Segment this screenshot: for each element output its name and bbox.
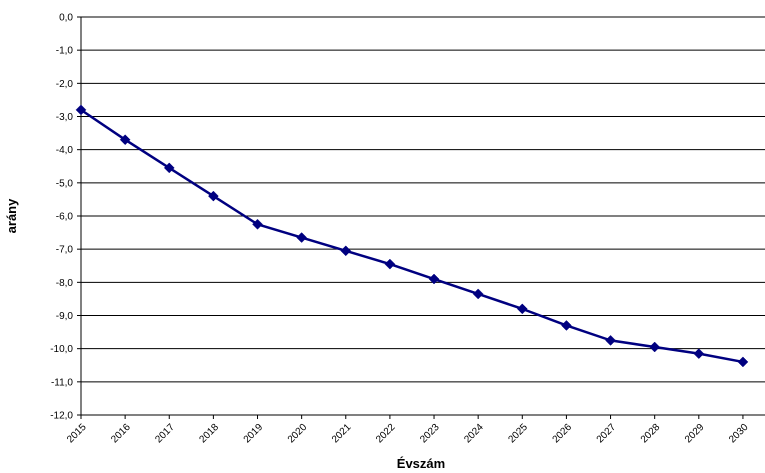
- y-tick-label: -10,0: [50, 344, 73, 355]
- data-point-marker: [252, 218, 263, 230]
- x-tick-label: 2029: [683, 422, 707, 446]
- x-tick-label: 2022: [374, 422, 398, 446]
- data-point-marker: [737, 356, 749, 368]
- y-tick-label: -6,0: [56, 212, 74, 223]
- data-point-marker: [561, 320, 572, 331]
- y-tick-label: -9,0: [56, 311, 74, 322]
- grid-lines: [81, 16, 765, 416]
- y-tick-label: -11,0: [51, 377, 73, 388]
- y-tick-label: 0,0: [59, 13, 73, 24]
- x-tick-label: 2024: [462, 422, 486, 446]
- data-point-marker: [472, 288, 484, 300]
- x-tick-label: 2023: [418, 422, 442, 446]
- y-tick-label: -1,0: [56, 46, 74, 57]
- x-tick-label: 2025: [506, 422, 530, 446]
- series-line: [80, 108, 744, 364]
- data-point-marker: [119, 134, 131, 146]
- y-axis-title: arány: [4, 198, 19, 233]
- x-tick-label: 2015: [65, 422, 89, 446]
- x-tick-label: 2030: [727, 422, 751, 446]
- y-tick-label: -4,0: [56, 145, 74, 156]
- series-layer: [75, 104, 749, 368]
- y-tick-label: -8,0: [56, 278, 74, 289]
- data-point-marker: [384, 258, 396, 270]
- data-point-marker: [605, 335, 616, 346]
- x-tick-label: 2016: [109, 422, 133, 446]
- y-tick-label: -5,0: [56, 178, 74, 189]
- data-point-marker: [163, 162, 175, 174]
- x-tick-label: 2026: [551, 422, 575, 446]
- axes: [77, 16, 744, 419]
- x-tick-label: 2017: [153, 422, 177, 446]
- y-tick-label: -2,0: [56, 79, 74, 90]
- x-tick-label: 2018: [198, 422, 222, 446]
- y-tick-label: -7,0: [56, 245, 74, 256]
- x-tick-label: 2027: [595, 422, 619, 446]
- x-axis-title: Évszám: [397, 456, 445, 471]
- data-point-marker: [693, 348, 705, 359]
- x-tick-label: 2021: [330, 422, 354, 446]
- y-tick-label: -3,0: [56, 112, 74, 123]
- data-point-marker: [75, 104, 87, 116]
- data-point-marker: [208, 190, 219, 202]
- data-point-marker: [340, 245, 352, 257]
- data-point-marker: [428, 273, 440, 285]
- y-tick-label: -12,0: [50, 411, 73, 422]
- data-point-marker: [649, 341, 661, 353]
- axis-titles: Évszám arány: [4, 198, 445, 471]
- tick-labels: 0,0 -1,0 -2,0 -3,0 -4,0 -5,0 -6,0 -7,0 -8,0 -9,0 -…: [50, 13, 751, 446]
- x-tick-label: 2019: [242, 422, 266, 446]
- x-tick-label: 2028: [639, 422, 663, 446]
- x-tick-label: 2020: [286, 422, 310, 446]
- data-point-marker: [296, 232, 307, 243]
- data-point-marker: [516, 303, 528, 315]
